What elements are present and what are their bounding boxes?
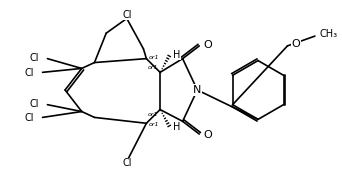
Text: Cl: Cl [29, 53, 39, 63]
Text: Cl: Cl [24, 113, 34, 123]
Text: or1: or1 [148, 55, 159, 60]
Text: O: O [291, 39, 300, 49]
Text: or1: or1 [148, 65, 158, 70]
Text: CH₃: CH₃ [320, 29, 338, 39]
Text: or1: or1 [148, 112, 158, 117]
Text: N: N [193, 85, 201, 95]
Text: Cl: Cl [122, 158, 132, 168]
Text: Cl: Cl [122, 10, 132, 20]
Text: Cl: Cl [29, 99, 39, 109]
Text: Cl: Cl [24, 68, 34, 78]
Text: O: O [203, 130, 212, 140]
Text: or1: or1 [148, 122, 159, 127]
Text: H: H [173, 50, 180, 60]
Text: H: H [173, 122, 180, 132]
Text: O: O [203, 40, 212, 50]
